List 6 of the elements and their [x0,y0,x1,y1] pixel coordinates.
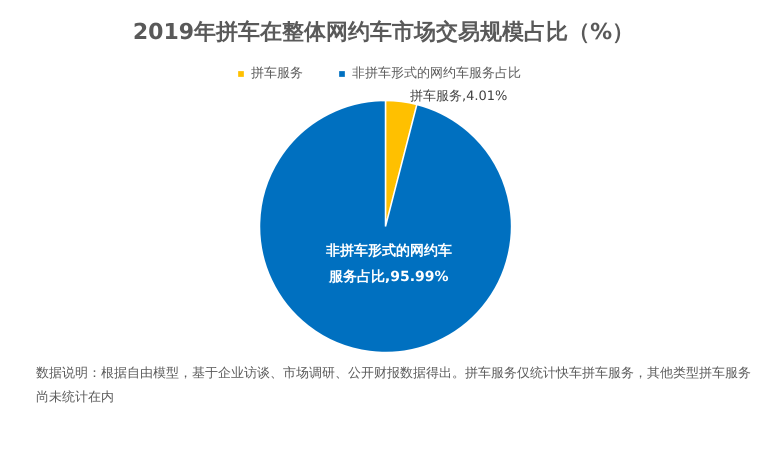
text: 数据说明：根据自由模型，基于企业访谈、市场调研、公开财报数据得出。拼车服务仅统计快车拼车服务，其他类型拼车服务尚未统计在内 [36,365,752,407]
data-label: 拼车服务,4.01% [410,89,508,104]
chart-title: 2019年拼车在整体网约车市场交易规模占比（%） [132,19,634,45]
legend-label: 拼车服务 [251,65,303,82]
legend-label: 非拼车形式的网约车服务占比 [352,65,521,82]
data-label: 非拼车形式的网约车服务占比,95.99% [324,242,452,285]
